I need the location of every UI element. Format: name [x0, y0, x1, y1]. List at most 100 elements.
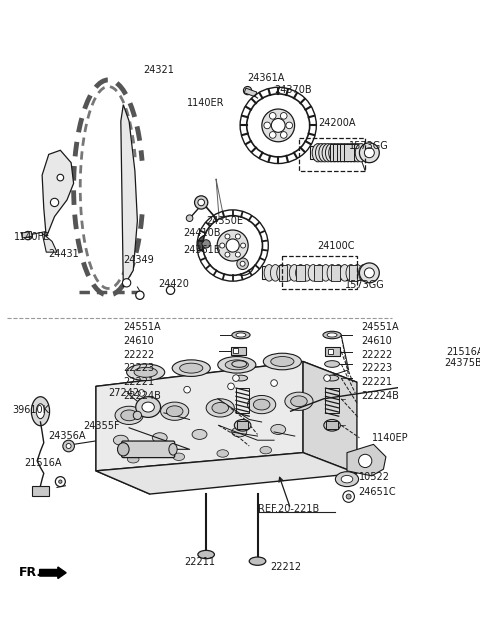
Ellipse shape — [355, 144, 367, 162]
Circle shape — [198, 199, 204, 206]
Bar — [32, 486, 49, 495]
Polygon shape — [96, 387, 150, 494]
Ellipse shape — [234, 419, 251, 431]
Circle shape — [122, 279, 131, 287]
Circle shape — [364, 268, 374, 278]
Text: 1140FE: 1140FE — [14, 232, 50, 242]
Ellipse shape — [173, 453, 185, 460]
Ellipse shape — [327, 333, 337, 337]
Circle shape — [55, 477, 65, 487]
Circle shape — [136, 291, 144, 299]
Ellipse shape — [336, 472, 359, 487]
Text: 22222: 22222 — [123, 350, 155, 360]
Text: 24200A: 24200A — [318, 118, 356, 128]
Circle shape — [343, 491, 354, 503]
Ellipse shape — [314, 265, 324, 281]
Circle shape — [235, 234, 240, 239]
Text: 1573GG: 1573GG — [345, 280, 385, 290]
Text: 22223: 22223 — [123, 363, 155, 373]
Text: 39610K: 39610K — [12, 404, 49, 415]
Ellipse shape — [277, 265, 287, 281]
Ellipse shape — [128, 456, 139, 463]
Ellipse shape — [341, 476, 353, 483]
Ellipse shape — [334, 265, 343, 281]
Ellipse shape — [319, 144, 330, 162]
Polygon shape — [96, 362, 303, 471]
Circle shape — [59, 480, 62, 483]
Ellipse shape — [474, 369, 480, 379]
Bar — [236, 388, 249, 413]
Ellipse shape — [302, 265, 312, 281]
FancyArrow shape — [40, 567, 66, 579]
Text: REF.20-221B: REF.20-221B — [257, 504, 319, 514]
Ellipse shape — [340, 265, 349, 281]
Ellipse shape — [285, 392, 313, 410]
Circle shape — [271, 119, 285, 132]
Ellipse shape — [236, 333, 246, 337]
Circle shape — [346, 494, 351, 499]
Ellipse shape — [321, 265, 331, 281]
Ellipse shape — [234, 375, 248, 381]
Circle shape — [184, 387, 191, 393]
Text: 22212: 22212 — [270, 562, 301, 572]
Circle shape — [226, 239, 239, 252]
Bar — [326, 421, 338, 429]
Circle shape — [225, 234, 230, 239]
Text: 10522: 10522 — [359, 472, 390, 483]
Circle shape — [194, 196, 208, 209]
Ellipse shape — [198, 551, 215, 559]
Ellipse shape — [271, 424, 286, 435]
Circle shape — [324, 375, 330, 381]
Ellipse shape — [152, 433, 167, 443]
Text: 24356A: 24356A — [49, 431, 86, 441]
Ellipse shape — [232, 427, 247, 437]
Bar — [282, 256, 357, 290]
Circle shape — [63, 440, 74, 452]
Circle shape — [66, 444, 71, 449]
Text: 22221: 22221 — [123, 377, 155, 387]
Ellipse shape — [352, 144, 363, 162]
Ellipse shape — [332, 144, 344, 162]
Bar — [328, 349, 333, 354]
Text: 22222: 22222 — [361, 350, 392, 360]
Ellipse shape — [248, 395, 276, 413]
Ellipse shape — [192, 429, 207, 439]
Ellipse shape — [291, 396, 307, 406]
Bar — [237, 421, 248, 429]
Polygon shape — [347, 444, 386, 476]
Circle shape — [133, 412, 142, 419]
Text: 24355F: 24355F — [84, 421, 120, 431]
Ellipse shape — [339, 144, 350, 162]
Circle shape — [475, 355, 480, 365]
Bar — [344, 144, 354, 161]
Ellipse shape — [324, 419, 340, 431]
Text: 22224B: 22224B — [361, 391, 399, 401]
Circle shape — [243, 87, 252, 95]
Ellipse shape — [249, 557, 266, 565]
Ellipse shape — [31, 397, 49, 426]
Circle shape — [478, 358, 480, 362]
Bar — [348, 265, 357, 281]
Text: 24551A: 24551A — [361, 322, 399, 331]
Text: 22224B: 22224B — [123, 391, 161, 401]
Circle shape — [271, 379, 277, 387]
Ellipse shape — [136, 397, 161, 417]
Bar — [325, 388, 339, 413]
Ellipse shape — [232, 331, 250, 338]
Ellipse shape — [470, 365, 480, 383]
Ellipse shape — [270, 265, 280, 281]
Circle shape — [262, 109, 295, 142]
Ellipse shape — [345, 144, 357, 162]
Text: 24370B: 24370B — [274, 85, 312, 95]
Circle shape — [217, 230, 248, 261]
Bar — [299, 138, 365, 171]
Ellipse shape — [336, 144, 347, 162]
Bar — [233, 348, 239, 353]
Polygon shape — [96, 453, 357, 494]
Text: FR.: FR. — [19, 566, 42, 579]
Text: 24551A: 24551A — [123, 322, 161, 331]
Circle shape — [360, 143, 379, 163]
Ellipse shape — [348, 144, 360, 162]
Text: 1140ER: 1140ER — [187, 98, 225, 108]
Text: 24420: 24420 — [158, 279, 189, 288]
